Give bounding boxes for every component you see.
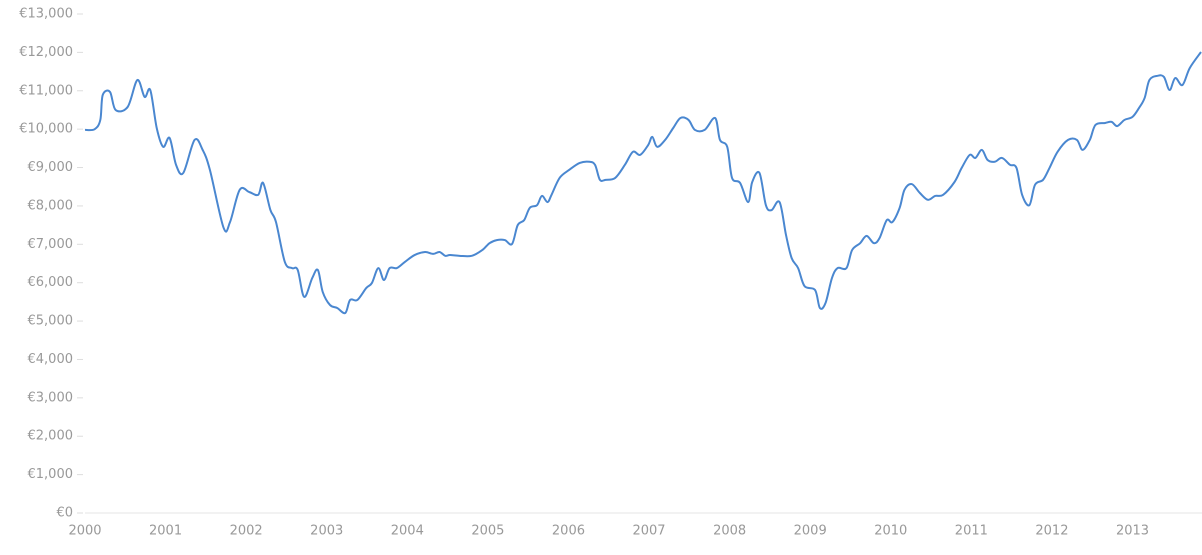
x-tick-label: 2005 xyxy=(471,524,504,539)
y-tick-label: €13,000 xyxy=(19,7,73,22)
y-tick-label: €9,000 xyxy=(28,160,74,175)
x-tick-label: 2010 xyxy=(874,524,907,539)
x-tick-label: 2000 xyxy=(68,524,101,539)
x-tick-label: 2004 xyxy=(391,524,424,539)
x-tick-label: 2009 xyxy=(794,524,827,539)
x-tick-label: 2012 xyxy=(1035,524,1068,539)
x-tick-label: 2006 xyxy=(552,524,585,539)
x-tick-label: 2001 xyxy=(149,524,182,539)
x-tick-label: 2003 xyxy=(310,524,343,539)
x-tick-label: 2013 xyxy=(1116,524,1149,539)
y-tick-label: €8,000 xyxy=(28,198,74,213)
y-tick-label: €3,000 xyxy=(28,390,74,405)
y-tick-label: €1,000 xyxy=(28,467,74,482)
y-tick-label: €10,000 xyxy=(19,122,73,137)
x-tick-label: 2007 xyxy=(632,524,665,539)
x-tick-label: 2002 xyxy=(230,524,263,539)
line xyxy=(84,51,1202,315)
y-tick-label: €0 xyxy=(56,506,73,521)
y-tick-label: €4,000 xyxy=(28,352,74,367)
y-tick-label: €6,000 xyxy=(28,275,74,290)
y-tick-label: €2,000 xyxy=(28,429,74,444)
x-tick-label: 2011 xyxy=(955,524,988,539)
y-tick-label: €7,000 xyxy=(28,237,74,252)
y-tick-label: €11,000 xyxy=(19,83,73,98)
x-tick-label: 2008 xyxy=(713,524,746,539)
y-tick-label: €12,000 xyxy=(19,45,73,60)
y-tick-label: €5,000 xyxy=(28,314,74,329)
